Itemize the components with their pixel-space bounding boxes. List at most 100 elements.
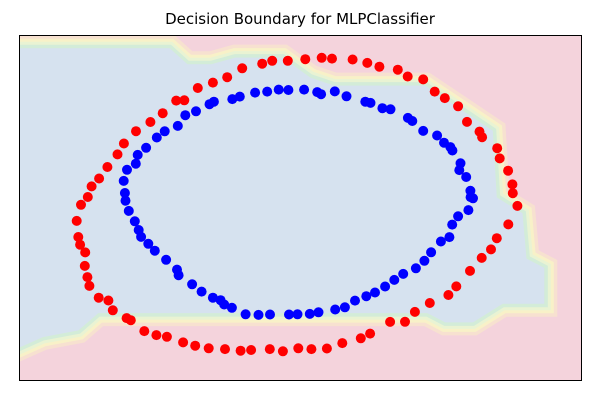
data-point [283,85,294,95]
data-point [139,326,150,337]
data-point [187,279,198,290]
data-point [119,188,130,198]
data-point [439,93,450,104]
data-point [410,263,421,274]
data-point [327,53,337,64]
data-point [465,265,475,276]
data-point [361,291,372,302]
data-point [385,316,396,327]
data-point [503,219,514,230]
data-point [267,55,278,66]
data-point [129,216,140,227]
data-point [149,245,160,256]
data-point [306,344,317,355]
data-point [71,215,82,226]
data-point [374,61,385,72]
data-point [455,158,466,169]
data-point [262,86,273,97]
data-point [304,308,315,319]
data-point [80,247,91,258]
data-point [429,86,440,97]
data-point [250,87,261,98]
data-point [257,58,268,69]
data-point [131,126,141,137]
data-point [486,244,496,255]
data-point [370,287,380,298]
data-point [362,57,373,68]
data-point [120,195,131,206]
data-point [419,255,430,266]
data-point [402,112,413,123]
data-point [86,181,97,192]
data-point [159,126,170,137]
data-point [237,63,248,74]
data-point [451,281,462,292]
data-point [426,247,437,258]
data-point [385,104,396,115]
data-point [136,231,147,242]
data-point [474,126,485,137]
data-point [94,173,105,184]
data-point [400,316,410,327]
data-point [492,143,503,154]
data-point [282,55,293,66]
data-point [313,307,324,318]
data-point [312,87,323,98]
data-point [82,272,93,283]
data-point [107,305,118,316]
data-point [180,110,191,121]
data-point [300,54,311,65]
data-point [132,149,143,160]
data-point [341,91,352,102]
data-point [102,162,113,172]
data-point [123,205,134,216]
data-point [246,345,257,355]
data-point [207,292,218,303]
data-point [265,309,275,320]
data-point [253,309,264,320]
data-point [112,149,123,160]
data-point [463,205,474,216]
data-point [179,95,190,106]
data-point [222,72,233,83]
data-point [84,280,95,291]
data-point [350,295,360,306]
data-point [503,165,514,176]
data-point [220,344,230,355]
data-point [207,77,218,88]
data-point [461,172,472,182]
data-point [380,281,391,292]
data-point [293,343,304,354]
data-point [329,86,340,97]
data-point [277,346,288,357]
series-inner-ring [118,84,478,320]
data-point [273,84,284,95]
data-point [443,290,454,300]
data-point [172,120,183,131]
data-point [284,309,294,320]
data-point [204,99,215,110]
data-point [389,274,400,285]
data-point [339,302,350,313]
data-point [418,125,429,136]
data-point [432,130,443,141]
data-point [178,337,189,348]
data-point [321,343,332,354]
data-point [130,158,141,169]
data-point [462,116,472,127]
data-point [75,239,86,250]
data-point [143,238,154,249]
data-point [192,83,203,93]
data-point [435,236,446,247]
data-point [125,315,136,326]
data-point [93,292,104,303]
data-point [453,211,464,222]
data-point [203,343,214,354]
data-point [337,338,348,349]
data-point [447,219,458,230]
data-point [392,64,403,75]
data-point [226,302,237,313]
data-point [76,199,86,210]
data-point [151,330,162,341]
data-point [118,138,129,149]
